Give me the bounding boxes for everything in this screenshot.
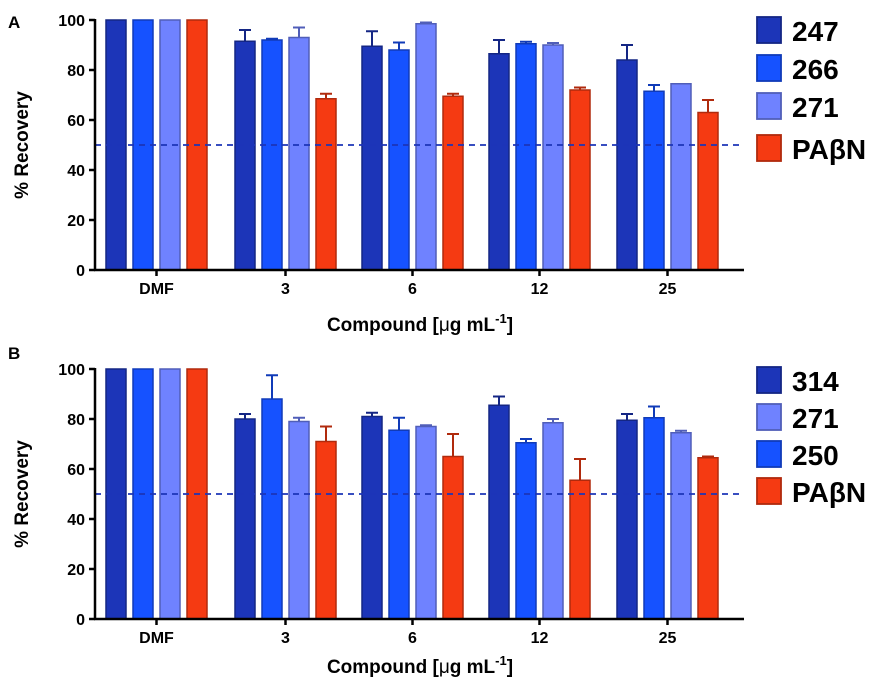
- bar: [697, 111, 719, 271]
- bar: [670, 83, 692, 271]
- y-tick-label: 60: [67, 113, 85, 130]
- bar: [643, 90, 665, 271]
- bar: [261, 398, 283, 620]
- y-tick-label: 60: [67, 462, 85, 479]
- y-tick-label: 100: [58, 362, 85, 379]
- bar: [234, 418, 256, 620]
- bar: [488, 53, 510, 271]
- x-axis-label: Compound [μg mL-1]: [327, 653, 513, 678]
- legend-swatch: [756, 477, 782, 505]
- bar: [288, 420, 310, 620]
- legend-swatch: [756, 403, 782, 431]
- legend-label: 250: [792, 440, 839, 471]
- bar: [616, 419, 638, 620]
- legend: 247 266 271 PAβN: [756, 16, 866, 165]
- y-axis-label: % Recovery: [12, 91, 33, 199]
- x-tick-label: 25: [659, 281, 677, 298]
- y-tick-label: 20: [67, 213, 85, 230]
- bar: [670, 432, 692, 620]
- legend-swatch: [756, 134, 782, 162]
- legend-label: PAβN: [792, 134, 866, 165]
- bar: [515, 43, 537, 271]
- x-tick-label: DMF: [139, 281, 174, 298]
- legend-label: 271: [792, 92, 839, 123]
- bar: [388, 49, 410, 271]
- panel-b: B 0 20 40 60 80 100 DMF 3 6 12 25 % Recovery Compound…: [8, 344, 866, 678]
- x-tick-label: 6: [408, 281, 417, 298]
- x-tick-label: 12: [531, 630, 549, 647]
- y-tick-label: 20: [67, 562, 85, 579]
- x-tick-label: 3: [281, 281, 290, 298]
- panel-a: A 0 20 40 60 80 100 DMF 3 6 12 25 % Recovery Compound…: [8, 13, 866, 336]
- bar: [415, 425, 437, 620]
- legend-label: 314: [792, 366, 839, 397]
- bar: [261, 39, 283, 271]
- x-axis-label: Compound [μg mL-1]: [327, 311, 513, 336]
- bar: [542, 44, 564, 271]
- y-tick-label: 80: [67, 412, 85, 429]
- bar: [288, 36, 310, 271]
- bar: [442, 95, 464, 271]
- legend-label: 266: [792, 54, 839, 85]
- bar: [697, 457, 719, 620]
- y-tick-label: 40: [67, 163, 85, 180]
- y-tick-label: 40: [67, 512, 85, 529]
- bar: [488, 404, 510, 620]
- legend-label: 271: [792, 403, 839, 434]
- legend: 314 271 250 PAβN: [756, 366, 866, 508]
- panel-label: A: [8, 13, 20, 32]
- x-tick-label: DMF: [139, 630, 174, 647]
- x-tick-label: 3: [281, 630, 290, 647]
- bar: [542, 422, 564, 620]
- y-axis-label: % Recovery: [12, 440, 33, 548]
- bar: [361, 45, 383, 271]
- bar: [515, 442, 537, 620]
- y-tick-label: 80: [67, 63, 85, 80]
- x-tick-label: 6: [408, 630, 417, 647]
- legend-swatch: [756, 16, 782, 44]
- x-tick-label: 25: [659, 630, 677, 647]
- legend-swatch: [756, 366, 782, 394]
- bar: [415, 23, 437, 271]
- bar: [616, 59, 638, 271]
- legend-swatch: [756, 92, 782, 120]
- legend-label: PAβN: [792, 477, 866, 508]
- bar: [234, 40, 256, 271]
- legend-label: 247: [792, 16, 839, 47]
- legend-swatch: [756, 54, 782, 82]
- bar: [315, 98, 337, 271]
- legend-swatch: [756, 440, 782, 468]
- bar: [569, 479, 591, 620]
- bar: [361, 415, 383, 620]
- bar: [643, 417, 665, 620]
- bar: [315, 440, 337, 620]
- bar: [388, 429, 410, 620]
- bar: [569, 89, 591, 271]
- y-tick-label: 100: [58, 13, 85, 30]
- x-tick-label: 12: [531, 281, 549, 298]
- y-tick-label: 0: [76, 263, 85, 280]
- panel-label: B: [8, 344, 20, 363]
- y-tick-label: 0: [76, 612, 85, 629]
- bar: [442, 455, 464, 620]
